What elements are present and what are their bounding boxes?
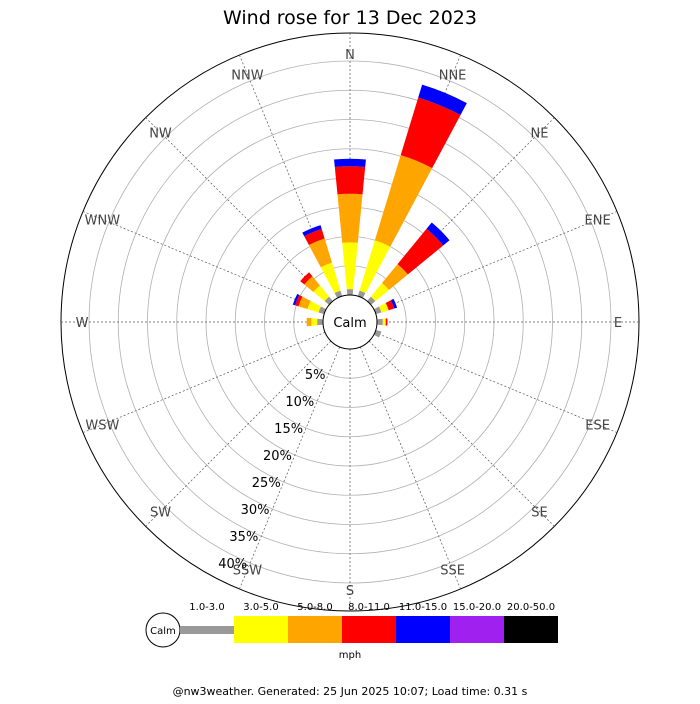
legend-label-1.0-3.0: 1.0-3.0 [189,602,224,613]
bar-ne-5.0-8.0 [381,264,408,291]
grid-ring [176,148,524,496]
legend-label-20.0-50.0: 20.0-50.0 [507,602,555,613]
calm-label: Calm [333,316,366,331]
calm-circle: Calm [322,294,378,350]
bar-nnw-8.0-11.0 [304,228,325,246]
radial-tick-label: 40% [218,557,247,572]
bar-nnw-11.0-15.0 [302,225,322,237]
direction-label-sw: SW [150,506,171,521]
bar-nw-5.0-8.0 [304,276,320,292]
wind-bars [292,84,467,338]
legend-swatch-5.0-8.0 [288,616,342,643]
bar-ene-3.0-5.0 [378,302,389,313]
direction-label-n: N [345,48,355,63]
direction-label-s: S [346,584,354,599]
bar-ne-11.0-15.0 [426,222,450,246]
direction-label-wnw: WNW [85,213,121,228]
direction-label-ne: NE [531,126,549,141]
chart-title: Wind rose for 13 Dec 2023 [223,7,477,29]
legend-swatch-1.0-3.0 [180,626,234,634]
bar-ese-1.0-3.0 [373,329,382,338]
footer-text: @nw3weather. Generated: 25 Jun 2025 10:0… [173,685,528,698]
direction-label-nw: NW [149,126,172,141]
legend-swatch-11.0-15.0 [396,616,450,643]
bar-wnw-8.0-11.0 [295,294,303,307]
bar-wnw-1.0-3.0 [318,306,327,315]
bar-nne-3.0-5.0 [359,240,391,294]
legend-calm-label: Calm [150,626,176,637]
legend-label-3.0-5.0: 3.0-5.0 [243,602,278,613]
direction-label-se: SE [531,506,547,521]
bar-n-11.0-15.0 [334,158,366,168]
bar-wnw-3.0-5.0 [307,301,322,313]
direction-labels: N NNE NE ENE E ESE SE SSE S SSW SW WSW W WNW NW NNW [76,48,623,599]
bar-e-8.0-11.0 [385,318,388,326]
bar-n-8.0-11.0 [334,166,366,195]
polar-grid [60,32,640,612]
bar-nw-8.0-11.0 [300,272,313,285]
direction-label-ene: ENE [585,213,611,228]
direction-label-ese: ESE [585,419,610,434]
calm-circle-shape [322,294,378,350]
radial-tick-labels: 5% 10% 15% 20% 25% 30% 35% 40% [218,368,325,572]
radial-tick-label: 15% [274,422,303,437]
direction-label-sse: SSE [440,564,465,579]
direction-label-nne: NNE [439,68,467,83]
radial-tick-label: 5% [305,368,326,383]
bar-n-3.0-5.0 [342,242,358,290]
bar-e-1.0-3.0 [376,318,383,326]
bar-e-3.0-5.0 [382,318,386,326]
bar-nne-1.0-3.0 [357,290,366,299]
bar-n-1.0-3.0 [346,289,354,296]
direction-label-e: E [614,316,622,331]
bar-n-5.0-8.0 [337,193,363,243]
legend-unit: mph [339,650,361,661]
radial-tick-label: 10% [285,395,314,410]
spoke-line [145,117,332,304]
bar-ene-11.0-15.0 [390,298,398,309]
legend-swatch-20.0-50.0 [504,616,558,643]
grid-ring [147,119,553,525]
radial-tick-label: 35% [229,530,258,545]
bar-ene-1.0-3.0 [373,306,382,315]
bar-ne-3.0-5.0 [370,283,389,302]
bar-nnw-3.0-5.0 [320,262,341,294]
legend-swatch-8.0-11.0 [342,616,396,643]
bar-ene-8.0-11.0 [385,300,395,311]
speed-legend: Calm 1.0-3.0 3.0-5.0 5.0-8.0 8.0-11.0 11.0-15… [145,602,558,661]
bar-nnw-5.0-8.0 [308,238,332,268]
legend-label-8.0-11.0: 8.0-11.0 [348,602,390,613]
legend-swatch-3.0-5.0 [234,616,288,643]
direction-label-wsw: WSW [85,419,119,434]
bar-w-5.0-8.0 [306,317,312,327]
bar-w-1.0-3.0 [317,318,324,326]
bar-ne-8.0-11.0 [397,228,444,275]
radial-tick-label: 20% [263,449,292,464]
legend-swatch-15.0-20.0 [450,616,504,643]
spoke-line [368,340,555,527]
bar-nne-8.0-11.0 [400,97,461,169]
bar-nnw-1.0-3.0 [334,290,343,299]
bar-nw-3.0-5.0 [313,285,330,302]
legend-label-15.0-20.0: 15.0-20.0 [453,602,501,613]
spoke-line [145,340,332,527]
direction-label-nnw: NNW [231,68,263,83]
radial-tick-label: 30% [241,503,270,518]
bar-wnw-11.0-15.0 [292,293,300,306]
bar-nne-11.0-15.0 [418,84,467,115]
legend-label-5.0-8.0: 5.0-8.0 [297,602,332,613]
bar-wnw-5.0-8.0 [298,296,311,310]
bar-nne-5.0-8.0 [374,155,433,247]
direction-label-w: W [76,316,89,331]
direction-label-ssw: SSW [233,564,263,579]
radial-tick-label: 25% [252,476,281,491]
bar-w-3.0-5.0 [311,318,318,326]
legend-label-11.0-15.0: 11.0-15.0 [399,602,447,613]
